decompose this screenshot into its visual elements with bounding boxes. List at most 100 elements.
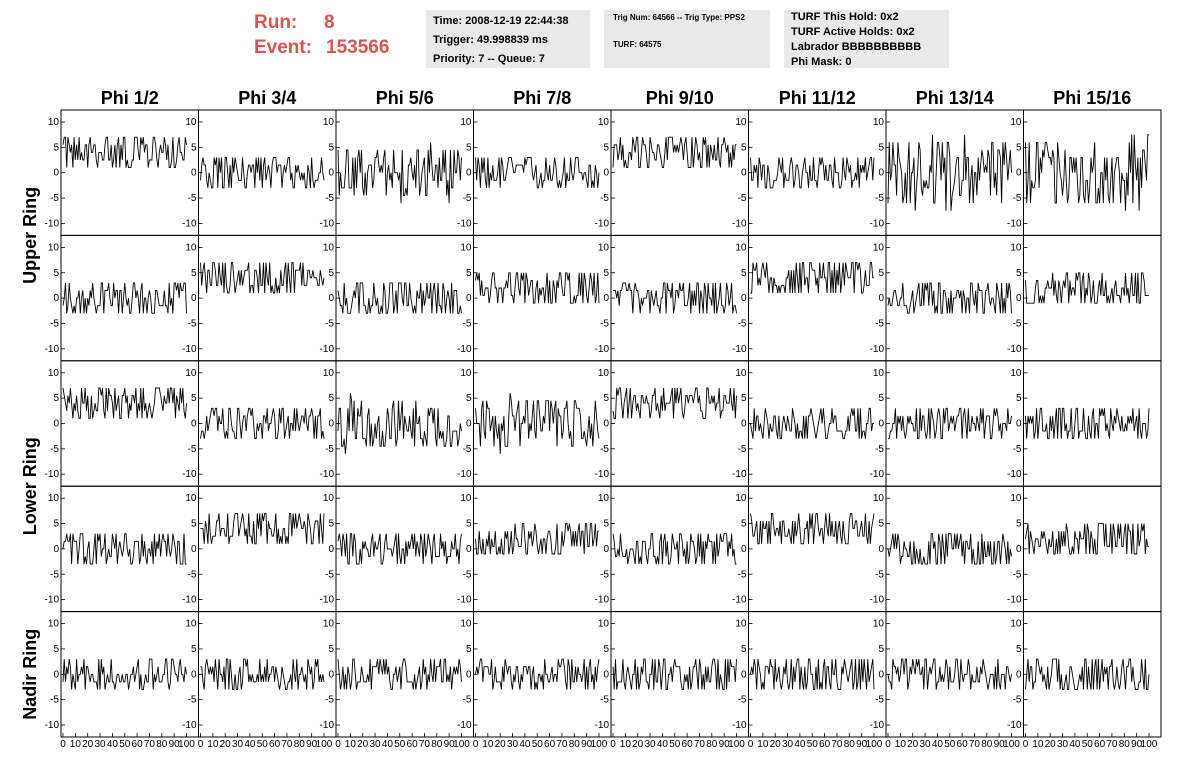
column-title: Phi 15/16 [1053,88,1131,108]
x-tick-label: 100 [178,739,195,750]
y-tick-label: 5 [1016,519,1022,530]
x-tick-label: 70 [1106,739,1118,750]
y-tick-label: -5 [1013,444,1022,455]
y-tick-label: -10 [870,469,885,480]
y-tick-label: -5 [600,444,609,455]
x-tick-label: 50 [1082,739,1094,750]
waveform-series [200,407,325,440]
y-tick-label: 5 [878,142,884,153]
x-tick-label: 40 [519,739,531,750]
y-tick-label: 10 [185,242,197,253]
waveform-series [612,658,737,690]
y-tick-label: 10 [323,242,335,253]
x-tick-label: 70 [144,739,156,750]
y-tick-label: -10 [457,595,472,606]
waveform-series [887,533,1012,565]
y-tick-label: 10 [735,368,747,379]
column-title: Phi 13/14 [916,88,994,108]
panel-frame [885,109,1024,236]
waveform-series [612,387,737,419]
waveform-series [337,393,462,454]
y-tick-label: 10 [460,242,472,253]
y-tick-label: 5 [603,519,609,530]
y-tick-label: 0 [191,669,197,680]
x-tick-label: 60 [819,739,831,750]
x-tick-label: 30 [919,739,931,750]
y-tick-label: 0 [53,419,59,430]
priority-text: Priority: 7 -- Queue: 7 [433,53,545,65]
y-tick-label: -5 [875,695,884,706]
y-tick-label: 10 [1010,619,1022,630]
waveform-series [475,523,599,555]
y-tick-label: 5 [328,393,334,404]
y-tick-label: 10 [48,242,60,253]
y-tick-label: -5 [875,193,884,204]
y-tick-label: 0 [1016,168,1022,179]
y-tick-label: -10 [1007,595,1022,606]
y-tick-label: 10 [185,117,197,128]
waveform-series [750,512,875,545]
x-tick-label: 50 [669,739,681,750]
y-tick-label: 0 [466,669,472,680]
y-tick-label: 10 [735,117,747,128]
waveform-series [475,157,600,189]
y-tick-label: 5 [53,268,59,279]
y-tick-label: -10 [45,720,60,731]
turf-hold-text: TURF This Hold: 0x2 [791,11,899,23]
y-tick-label: -5 [875,318,884,329]
y-tick-label: -10 [732,344,747,355]
panel-frame [610,360,749,487]
y-tick-label: 5 [328,268,334,279]
y-tick-label: -10 [595,720,610,731]
waveform-series [612,533,737,565]
y-tick-label: 10 [48,619,60,630]
y-tick-label: -5 [1013,318,1022,329]
y-tick-label: -5 [50,193,59,204]
y-tick-label: 0 [191,293,197,304]
y-tick-label: 10 [873,117,885,128]
y-tick-label: 5 [191,393,197,404]
y-tick-label: 5 [466,142,472,153]
y-tick-label: -5 [875,444,884,455]
y-tick-label: -5 [188,695,197,706]
y-tick-label: -5 [188,193,197,204]
x-tick-label: 40 [657,739,669,750]
x-tick-label: 40 [1069,739,1081,750]
waveform-series [337,142,462,204]
x-tick-label: 10 [345,739,357,750]
y-tick-label: 10 [735,493,747,504]
y-tick-label: -5 [50,569,59,580]
row-title: Nadir Ring [20,629,40,720]
waveform-series [613,282,737,314]
y-tick-label: -10 [320,344,335,355]
x-tick-label: 60 [407,739,419,750]
x-tick-label: 40 [107,739,119,750]
y-tick-label: 10 [460,619,472,630]
y-tick-label: 0 [878,544,884,555]
x-tick-label: 20 [495,739,507,750]
waveform-series [1025,658,1150,690]
y-tick-label: -10 [1007,720,1022,731]
y-tick-label: 0 [191,544,197,555]
y-tick-label: 10 [1010,493,1022,504]
x-tick-label: 0 [473,739,479,750]
y-tick-label: -5 [738,569,747,580]
y-tick-label: 5 [466,644,472,655]
run-line: Run: 8 [254,10,389,35]
waveform-series [750,157,875,189]
y-tick-label: 0 [53,544,59,555]
x-tick-label: 60 [132,739,144,750]
y-tick-label: 5 [191,268,197,279]
x-tick-label: 60 [269,739,281,750]
x-tick-label: 80 [706,739,718,750]
row-title: Upper Ring [20,187,40,284]
x-tick-label: 90 [169,739,181,750]
y-tick-label: 5 [191,644,197,655]
column-title: Phi 11/12 [779,88,856,108]
y-tick-label: -10 [182,218,197,229]
x-tick-label: 0 [610,739,616,750]
x-tick-label: 30 [782,739,794,750]
y-tick-label: 0 [191,168,197,179]
y-tick-label: 0 [878,419,884,430]
x-tick-label: 10 [620,739,632,750]
